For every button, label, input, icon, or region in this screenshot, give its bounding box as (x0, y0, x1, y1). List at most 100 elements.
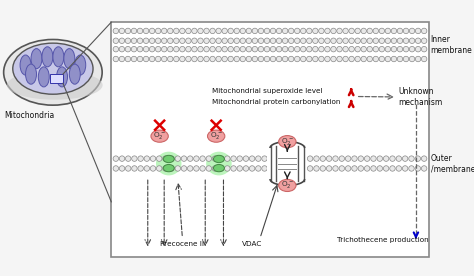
Circle shape (125, 38, 131, 44)
Circle shape (373, 56, 379, 62)
Circle shape (163, 166, 168, 171)
Ellipse shape (163, 164, 174, 172)
Circle shape (237, 166, 243, 171)
Ellipse shape (151, 130, 168, 142)
Circle shape (212, 166, 218, 171)
Circle shape (325, 28, 330, 34)
Circle shape (327, 166, 332, 171)
Circle shape (113, 156, 118, 161)
Circle shape (186, 28, 191, 34)
Circle shape (331, 56, 336, 62)
Circle shape (216, 38, 221, 44)
Circle shape (283, 38, 288, 44)
Circle shape (194, 166, 199, 171)
Circle shape (125, 46, 131, 52)
Circle shape (402, 156, 408, 161)
Circle shape (150, 156, 156, 161)
Circle shape (246, 46, 252, 52)
Circle shape (180, 56, 185, 62)
Circle shape (180, 28, 185, 34)
Circle shape (138, 156, 143, 161)
Circle shape (373, 46, 379, 52)
Circle shape (383, 156, 389, 161)
Circle shape (255, 156, 261, 161)
Circle shape (212, 156, 218, 161)
Circle shape (409, 156, 414, 161)
Circle shape (314, 156, 319, 161)
Circle shape (240, 46, 246, 52)
Circle shape (333, 156, 338, 161)
Circle shape (301, 38, 306, 44)
Circle shape (258, 38, 264, 44)
Circle shape (150, 166, 156, 171)
Circle shape (288, 38, 294, 44)
Circle shape (231, 166, 236, 171)
Circle shape (255, 166, 261, 171)
Circle shape (403, 46, 409, 52)
Ellipse shape (26, 64, 36, 84)
Circle shape (167, 38, 173, 44)
Circle shape (246, 28, 252, 34)
Circle shape (173, 38, 179, 44)
Circle shape (283, 46, 288, 52)
Circle shape (421, 156, 427, 161)
Circle shape (131, 56, 137, 62)
Circle shape (162, 56, 167, 62)
Circle shape (173, 46, 179, 52)
Circle shape (288, 46, 294, 52)
Ellipse shape (279, 136, 296, 148)
Circle shape (216, 56, 221, 62)
Circle shape (371, 156, 376, 161)
Circle shape (181, 166, 187, 171)
Circle shape (113, 166, 118, 171)
Circle shape (258, 56, 264, 62)
Circle shape (162, 38, 167, 44)
Circle shape (243, 156, 249, 161)
Circle shape (149, 28, 155, 34)
Circle shape (365, 166, 370, 171)
Circle shape (403, 28, 409, 34)
Circle shape (149, 56, 155, 62)
Circle shape (396, 156, 401, 161)
Circle shape (169, 156, 174, 161)
Ellipse shape (38, 67, 49, 87)
Circle shape (390, 166, 395, 171)
Circle shape (143, 56, 149, 62)
Ellipse shape (156, 152, 182, 175)
Circle shape (307, 56, 312, 62)
Circle shape (131, 38, 137, 44)
Circle shape (283, 56, 288, 62)
Circle shape (410, 28, 415, 34)
Circle shape (379, 28, 384, 34)
Circle shape (367, 46, 373, 52)
Circle shape (396, 166, 401, 171)
Circle shape (246, 56, 252, 62)
Text: O$_2^{\,-}$: O$_2^{\,-}$ (281, 136, 294, 147)
Circle shape (325, 38, 330, 44)
Circle shape (352, 156, 357, 161)
Text: Mitochondrial protein carbonylation: Mitochondrial protein carbonylation (211, 99, 340, 105)
Circle shape (137, 46, 143, 52)
Circle shape (126, 156, 131, 161)
Circle shape (216, 28, 221, 34)
Circle shape (327, 156, 332, 161)
Circle shape (403, 56, 409, 62)
Circle shape (143, 46, 149, 52)
Circle shape (191, 56, 197, 62)
Text: Outer
/membrane: Outer /membrane (430, 154, 474, 173)
Circle shape (343, 46, 348, 52)
Circle shape (237, 156, 243, 161)
Circle shape (198, 28, 203, 34)
FancyBboxPatch shape (111, 22, 428, 257)
Circle shape (349, 46, 355, 52)
Circle shape (234, 56, 239, 62)
Circle shape (113, 28, 118, 34)
Circle shape (301, 56, 306, 62)
Circle shape (181, 156, 187, 161)
Circle shape (228, 38, 233, 44)
Circle shape (397, 28, 403, 34)
Circle shape (258, 28, 264, 34)
Circle shape (288, 28, 294, 34)
Text: O$_2^{\,-}$: O$_2^{\,-}$ (210, 130, 223, 141)
Circle shape (276, 38, 282, 44)
